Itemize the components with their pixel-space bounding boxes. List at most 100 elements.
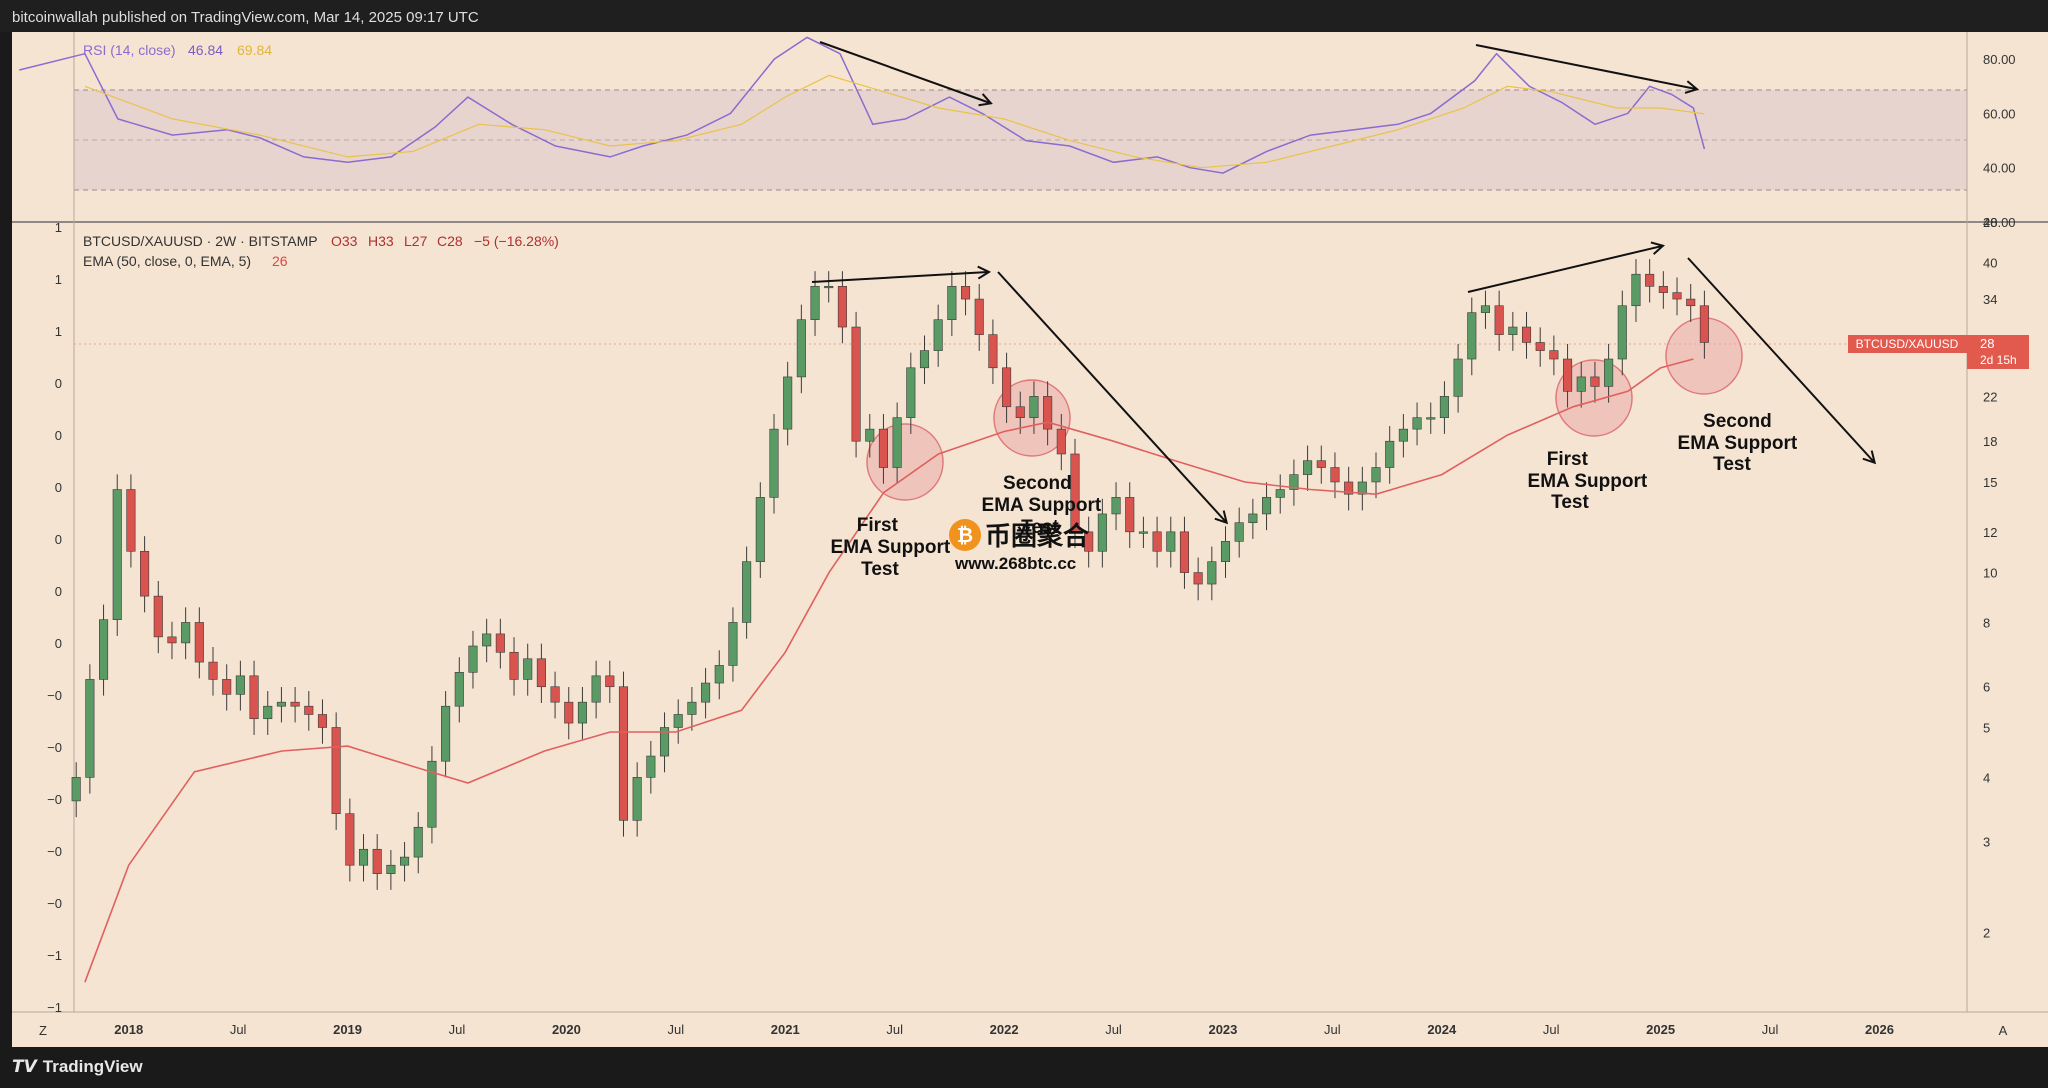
watermark-url: www.268btc.cc: [954, 554, 1076, 573]
time-tick-label: Jul: [230, 1022, 247, 1037]
price-tag-value: [1967, 335, 2029, 369]
candle: [304, 705, 314, 715]
time-tick-label: 2022: [990, 1022, 1019, 1037]
time-tick-label: 2024: [1427, 1022, 1457, 1037]
candle: [386, 864, 396, 874]
tradingview-logo[interactable]: TV TradingView: [12, 1057, 143, 1077]
rsi-tick-label: 40.00: [1983, 161, 2016, 176]
candle: [796, 319, 806, 378]
candle: [988, 334, 998, 369]
footer-bar: TV TradingView: [0, 1047, 2048, 1088]
candle: [1439, 396, 1449, 418]
candle: [755, 497, 765, 562]
candle: [523, 658, 533, 680]
left-tick-label: 0: [55, 376, 62, 391]
log-scale-toggle[interactable]: Z: [39, 1023, 47, 1038]
candle: [1015, 406, 1025, 418]
candle: [659, 727, 670, 757]
candle: [1357, 481, 1367, 495]
candle: [1289, 474, 1299, 490]
auto-scale-toggle[interactable]: A: [1999, 1023, 2008, 1038]
time-tick-label: Jul: [449, 1022, 466, 1037]
candle: [427, 760, 437, 828]
price-tick-label: 40: [1983, 256, 1997, 271]
candle: [1097, 513, 1107, 552]
candle: [605, 675, 615, 688]
candle: [167, 636, 177, 644]
candle: [728, 622, 738, 666]
candle: [1043, 396, 1053, 430]
candle: [317, 714, 328, 728]
ohlc-close: C28: [437, 233, 463, 249]
candle: [1385, 440, 1395, 468]
candle: [769, 428, 779, 498]
candle: [1398, 428, 1408, 442]
candle: [1371, 467, 1381, 483]
svg-text:₿: ₿: [957, 525, 973, 547]
candle: [1070, 453, 1080, 533]
time-tick-label: Jul: [886, 1022, 903, 1037]
price-tick-label: 4: [1983, 770, 1990, 785]
candle: [1002, 367, 1012, 408]
candle: [1508, 326, 1518, 335]
support-test-circle-1: [866, 423, 944, 501]
candle: [851, 326, 861, 442]
candle: [1179, 531, 1189, 573]
candle: [919, 350, 930, 369]
candle: [263, 705, 273, 720]
price-tick-label: 12: [1983, 525, 1997, 540]
left-tick-label: 0: [55, 636, 62, 651]
price-tag-countdown: 2d 15h: [1980, 353, 2017, 367]
candle: [837, 285, 847, 328]
candle: [714, 665, 724, 684]
annotation-first-2024: First EMA Support Test: [1528, 449, 1653, 513]
candle: [1316, 460, 1326, 468]
candle: [824, 285, 834, 289]
left-tick-label: 1: [55, 220, 62, 235]
candle: [1275, 489, 1285, 498]
candle: [960, 285, 971, 300]
time-tick-label: 2018: [114, 1022, 143, 1037]
ema-line: [84, 358, 1694, 983]
candle: [468, 645, 478, 673]
watermark: ₿ 币圈聚合 www.268btc.cc: [949, 519, 1090, 573]
candle: [1412, 417, 1422, 430]
price-tick-label: 34: [1983, 292, 1997, 307]
candle: [235, 675, 245, 695]
trend-arrow: [1475, 44, 1696, 89]
candle: [441, 705, 451, 762]
candle: [564, 701, 574, 724]
candle: [1563, 358, 1573, 392]
candle: [701, 682, 711, 703]
candle: [536, 658, 546, 688]
candle: [153, 595, 163, 638]
candle: [1303, 460, 1313, 475]
time-tick-label: 2019: [333, 1022, 362, 1037]
candle: [1631, 273, 1641, 307]
candle: [1426, 417, 1436, 420]
price-panel: [12, 222, 2048, 1012]
candle: [71, 777, 81, 802]
candle: [1453, 358, 1463, 397]
time-axis[interactable]: [12, 1012, 2048, 1047]
candle: [892, 417, 902, 468]
candle: [495, 633, 505, 653]
ohlc-high: H33: [368, 233, 394, 249]
trend-arrow: [819, 41, 990, 103]
time-tick-label: 2026: [1865, 1022, 1894, 1037]
rsi-tick-label: 80.00: [1983, 52, 2016, 67]
candle: [646, 755, 656, 778]
left-tick-label: 0: [55, 584, 62, 599]
candle: [140, 550, 150, 597]
candle: [112, 489, 122, 620]
trend-arrow: [811, 272, 988, 283]
publish-header: bitcoinwallah published on TradingView.c…: [0, 0, 2048, 32]
candle: [577, 701, 587, 724]
time-tick-label: 2021: [771, 1022, 800, 1037]
left-tick-label: 1: [55, 272, 62, 287]
candle: [331, 727, 341, 814]
ohlc-open: O33: [331, 233, 358, 249]
left-tick-label: −0: [47, 688, 62, 703]
candle: [1480, 305, 1491, 313]
